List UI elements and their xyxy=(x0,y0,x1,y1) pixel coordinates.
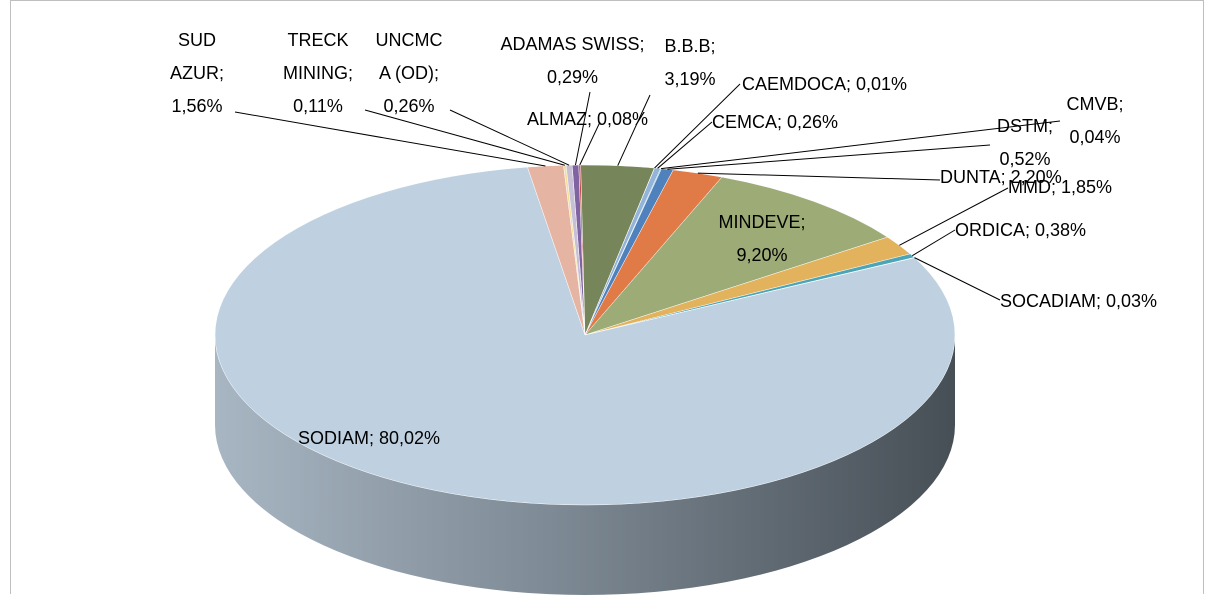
data-label: CMVB; 0,04% xyxy=(1066,94,1124,147)
leader-line xyxy=(234,111,546,167)
data-label: SUD AZUR; 1,56% xyxy=(170,30,224,116)
leader-line xyxy=(667,144,991,170)
leader-line xyxy=(899,187,1009,246)
data-label: B.B.B; 3,19% xyxy=(664,36,716,89)
leader-line xyxy=(449,109,570,166)
pie-slice xyxy=(584,176,889,336)
leader-line xyxy=(697,172,941,181)
data-label: UNCMCA (OD); 0,26% xyxy=(375,30,443,116)
data-label: DSTM; 0,52% xyxy=(997,116,1053,169)
data-label: CEMCA; 0,26% xyxy=(712,112,839,132)
data-label: SODIAM; 80,02% xyxy=(298,428,441,448)
data-label: DUNTA; 2,20% xyxy=(940,167,1062,187)
data-label: ALMAZ; 0,08% xyxy=(527,109,649,129)
leader-line xyxy=(654,83,741,169)
data-label: ORDICA; 0,38% xyxy=(955,220,1087,240)
leader-line xyxy=(617,94,651,166)
leader-line xyxy=(574,91,591,166)
leader-line xyxy=(914,257,1001,301)
data-label: TRECK MINING; 0,11% xyxy=(283,30,353,116)
leader-line xyxy=(660,120,1061,170)
leader-line xyxy=(579,121,601,166)
data-label: ADAMAS SWISS; 0,29% xyxy=(500,34,645,87)
pie-slice xyxy=(214,166,956,506)
data-label: SOCADIAM; 0,03% xyxy=(1000,291,1158,311)
data-label: MINDEVE; 9,20% xyxy=(718,212,806,265)
data-label: MMD; 1,85% xyxy=(1008,177,1113,197)
leader-line xyxy=(912,229,956,257)
chart-frame xyxy=(10,0,1204,594)
leader-line xyxy=(364,109,565,166)
pie-slice-side xyxy=(215,335,955,595)
data-label: CAEMDOCA; 0,01% xyxy=(742,74,908,94)
leader-line xyxy=(657,121,713,169)
